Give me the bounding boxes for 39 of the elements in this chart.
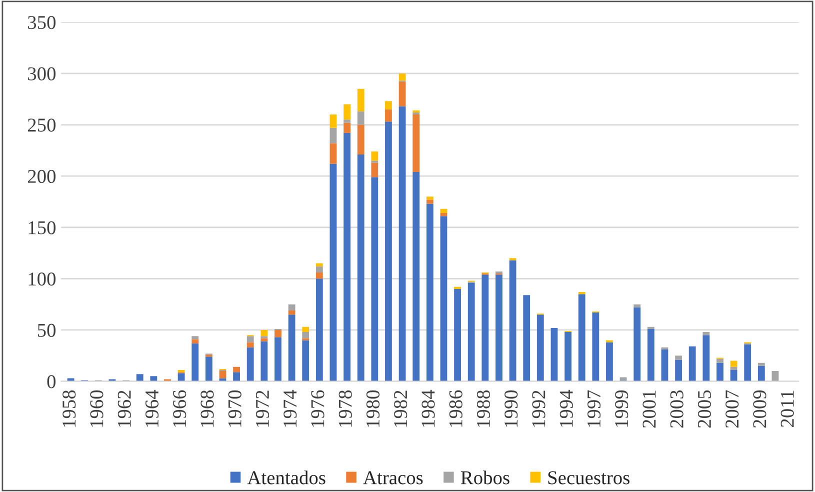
x-tick-label: 1974 xyxy=(284,390,297,427)
y-tick-label: 250 xyxy=(28,118,56,132)
y-tick-label: 100 xyxy=(28,272,56,286)
legend-label: Secuestros xyxy=(548,471,630,484)
x-tick-label: 1964 xyxy=(145,390,159,427)
x-tick-label: 1958 xyxy=(62,390,76,427)
y-tick-label: 200 xyxy=(28,170,56,184)
legend-label: Atracos xyxy=(363,471,423,484)
x-tick-label: 1992 xyxy=(532,390,546,427)
x-tick-label: 1970 xyxy=(228,390,242,427)
x-tick-label: 2005 xyxy=(698,390,712,428)
x-tick-label: 1960 xyxy=(90,390,104,427)
legend-label: Atentados xyxy=(247,470,326,484)
x-tick-label: 1976 xyxy=(311,390,324,427)
x-tick-label: 1986 xyxy=(449,390,462,427)
x-tick-label: 2007 xyxy=(726,390,739,428)
x-tick-label: 1994 xyxy=(560,390,573,427)
x-tick-label: 2011 xyxy=(780,390,794,427)
x-tick-label: 2001 xyxy=(642,390,656,428)
x-tick-label: 1972 xyxy=(256,390,270,427)
legend-label: Robos xyxy=(460,470,510,484)
x-tick-label: 1968 xyxy=(200,390,214,427)
x-tick-label: 1990 xyxy=(504,390,518,427)
x-tick-label: 1980 xyxy=(366,390,380,427)
x-tick-label: 1966 xyxy=(173,390,186,427)
x-tick-label: 2009 xyxy=(753,390,766,428)
x-tick-label: 1978 xyxy=(338,390,352,427)
y-tick-label: 350 xyxy=(28,16,56,30)
y-tick-label: 300 xyxy=(28,67,56,80)
y-tick-label: 150 xyxy=(28,221,56,234)
x-tick-label: 1962 xyxy=(118,390,131,427)
x-tick-label: 1999 xyxy=(615,390,628,427)
y-tick-label: 50 xyxy=(38,324,56,337)
x-tick-label: 1984 xyxy=(422,390,435,427)
x-tick-label: 1982 xyxy=(394,390,408,427)
y-tick-label: 0 xyxy=(47,375,56,388)
x-tick-label: 1997 xyxy=(587,390,601,427)
x-tick-label: 2003 xyxy=(670,390,684,428)
x-tick-label: 1988 xyxy=(476,390,490,427)
